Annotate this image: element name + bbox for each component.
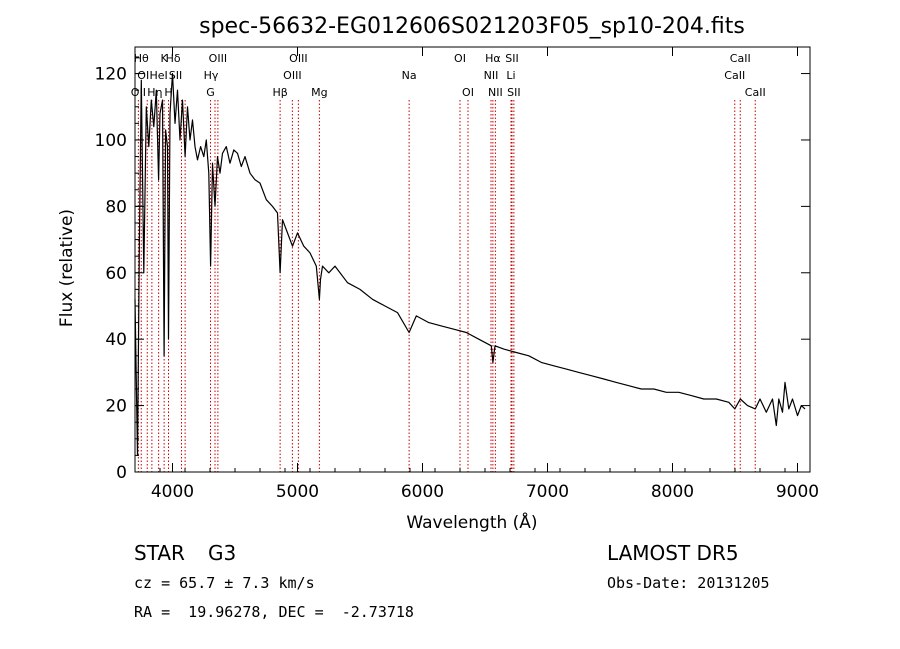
survey-name: LAMOST DR5 (607, 541, 739, 565)
line-marker-label-16: Na (402, 69, 417, 82)
line-marker-label-19: NII (484, 69, 499, 82)
ra-dec-coordinates: RA = 19.96278, DEC = -2.73718 (134, 603, 414, 621)
line-marker-label-26: CaII (730, 52, 751, 65)
line-marker-label-7: SII (169, 69, 182, 82)
x-tick-label-3: 7000 (526, 482, 569, 502)
x-tick-label-1: 5000 (276, 482, 319, 502)
x-axis-label: Wavelength (Å) (406, 511, 537, 533)
line-marker-label-20: Hα (485, 52, 501, 65)
spectrum-series (134, 72, 806, 456)
chart-title: spec-56632-EG012606S021203F05_sp10-204.f… (199, 14, 745, 39)
x-tick-label-0: 4000 (151, 482, 194, 502)
line-marker-label-0: OII (131, 86, 146, 99)
line-marker-label-24: SII (507, 86, 520, 99)
redshift-velocity: cz = 65.7 ± 7.3 km/s (134, 574, 315, 592)
x-tick-label-5: 9000 (776, 482, 819, 502)
line-marker-label-5: K (161, 52, 169, 65)
line-marker-label-6: H (164, 86, 172, 99)
spectral-line-markers: OII Hθ OI Hη HeI K H SII Hδ G Hγ OIII Hβ OIII OIII Mg Na… (131, 52, 766, 472)
x-tick-label-4: 8000 (651, 482, 694, 502)
object-subclass: G3 (208, 541, 237, 565)
y-tick-label-2: 40 (105, 330, 127, 350)
line-marker-label-8: Hδ (166, 52, 181, 65)
y-tick-label-4: 80 (105, 197, 127, 217)
y-tick-label-1: 20 (105, 397, 127, 417)
line-marker-label-21: NII (488, 86, 503, 99)
line-marker-label-9: G (206, 86, 215, 99)
x-tick-label-2: 6000 (401, 482, 444, 502)
line-marker-label-17: OI (454, 52, 466, 65)
y-tick-label-3: 60 (105, 264, 127, 284)
y-tick-label-6: 120 (95, 65, 127, 85)
line-marker-label-14: OIII (289, 52, 307, 65)
line-marker-label-4: HeI (149, 69, 167, 82)
line-marker-label-25: CaII (724, 69, 745, 82)
y-tick-label-5: 100 (95, 131, 127, 151)
line-marker-label-13: OIII (283, 69, 301, 82)
y-tick-label-0: 0 (116, 463, 127, 483)
line-marker-label-23: SII (505, 52, 518, 65)
axes: 4000 5000 6000 7000 8000 9000 0 20 40 60 80 100 120 (95, 47, 819, 502)
object-class: STAR (134, 541, 185, 565)
line-marker-label-15: Mg (311, 86, 327, 99)
line-marker-label-18: OI (462, 86, 474, 99)
line-marker-label-2: OI (137, 69, 149, 82)
line-marker-label-1: Hθ (134, 52, 149, 65)
plot-frame (134, 46, 811, 473)
line-marker-label-10: Hγ (204, 69, 219, 82)
line-marker-label-12: Hβ (272, 86, 287, 99)
line-marker-label-3: Hη (147, 86, 162, 99)
y-axis-label: Flux (relative) (57, 209, 77, 327)
spectrum-line (134, 72, 806, 456)
line-marker-label-22: Li (506, 69, 515, 82)
line-marker-label-27: CaII (745, 86, 766, 99)
observation-date: Obs-Date: 20131205 (607, 574, 770, 592)
line-marker-label-11: OIII (209, 52, 227, 65)
